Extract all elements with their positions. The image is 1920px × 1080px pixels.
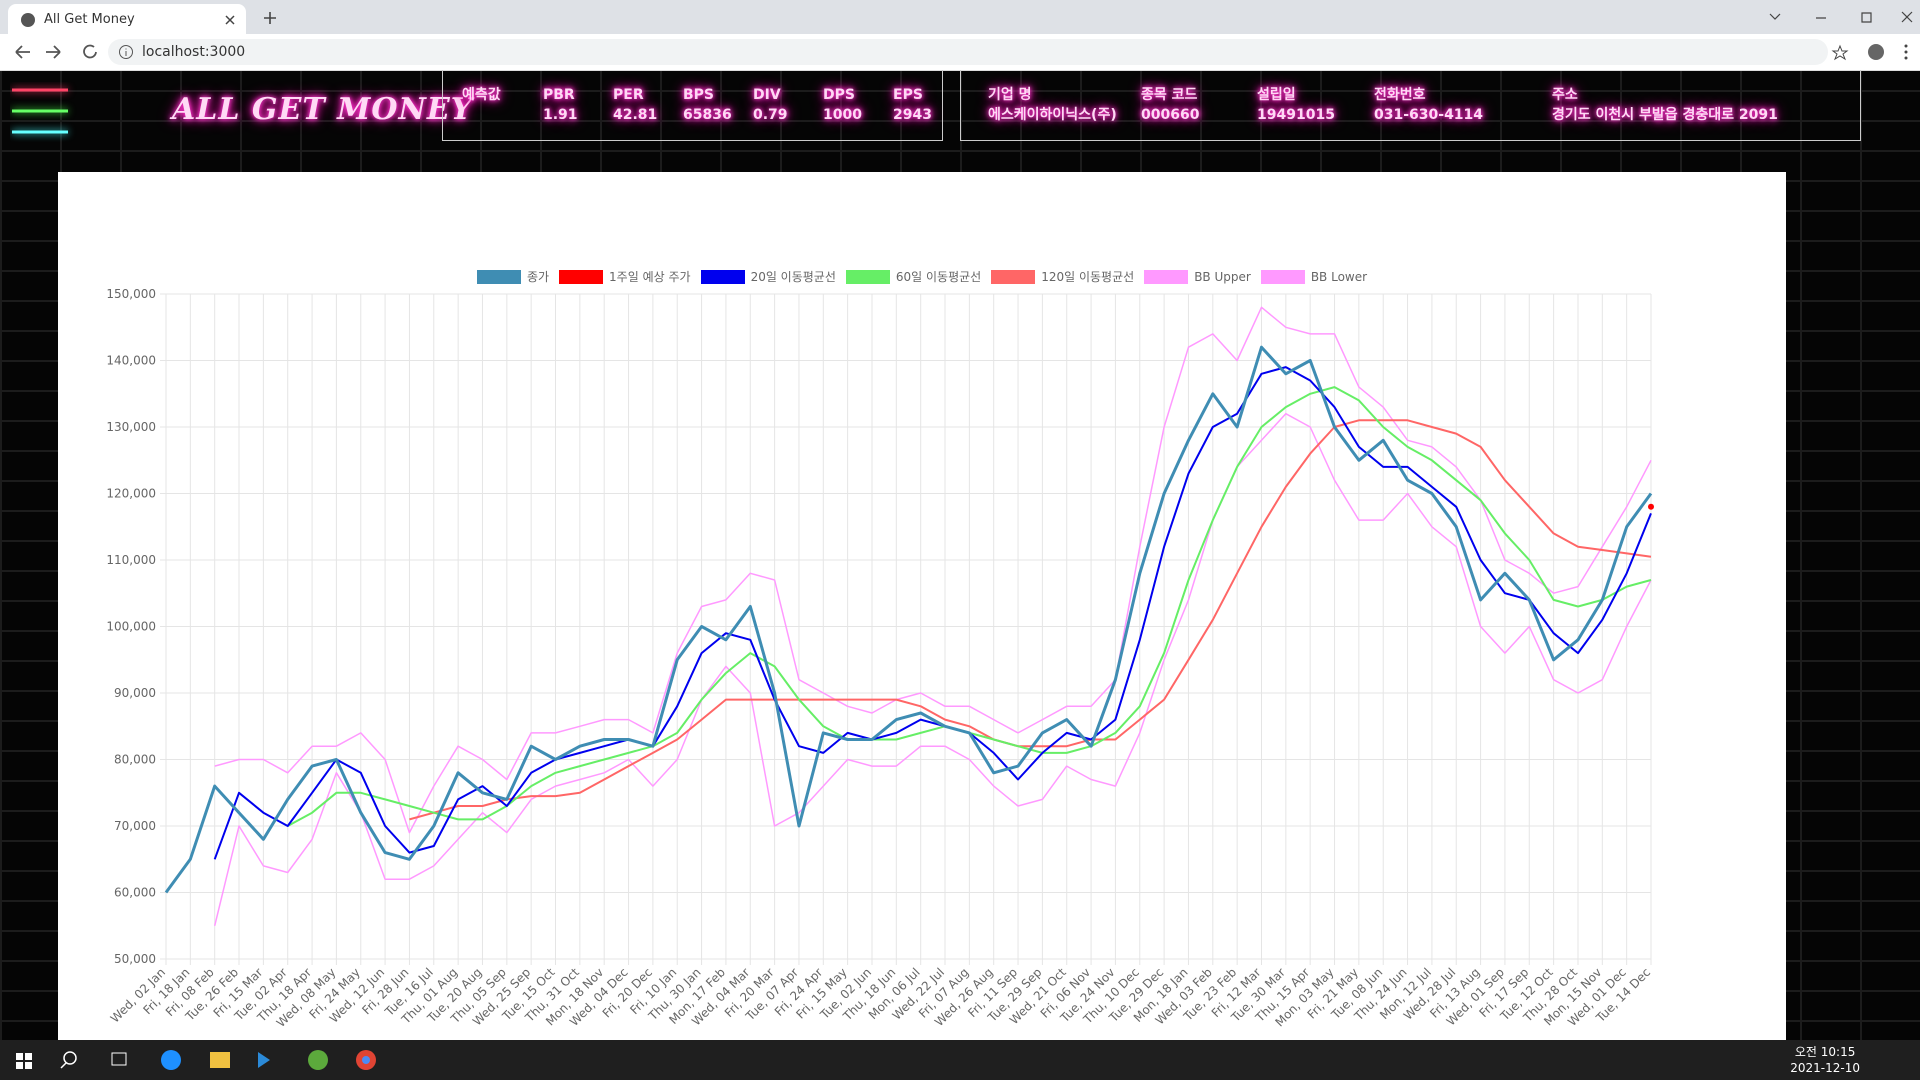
metric-value: 1.91 [543,107,578,123]
legend-label: 120일 이동평균선 [1041,270,1135,284]
legend-item: 종가 [476,268,550,285]
company-label: 종목 코드 [1141,87,1198,103]
metrics-label: 예측값 [462,87,501,103]
y-tick-label: 80,000 [114,753,156,767]
url-text: localhost:3000 [142,44,246,60]
taskbar-icons[interactable] [0,1040,400,1080]
new-tab[interactable] [262,10,278,26]
company-value: 19491015 [1257,107,1335,123]
legend-item: 60일 이동평균선 [845,268,982,285]
legend-item: 20일 이동평균선 [700,268,836,285]
metric-value: 42.81 [613,107,658,123]
company-label: 설립일 [1257,87,1296,103]
browser-actions[interactable] [1826,34,1916,70]
legend-item: BB Lower [1260,268,1368,285]
metric-value: 0.79 [753,107,788,123]
legend-swatch [845,269,890,284]
date: 2021-12-10 [1790,1061,1860,1075]
legend-label: 1주일 예상 주가 [609,270,691,284]
series-line [214,306,1652,834]
metric-name: EPS [893,87,923,103]
company-value: 031-630-4114 [1374,107,1484,123]
legend-swatch [1144,269,1189,284]
logo: ALL GET MONEY [172,92,474,127]
metric-name: BPS [683,87,715,103]
legend-swatch [1260,269,1305,284]
legend-item: 120일 이동평균선 [991,268,1134,285]
tab[interactable]: All Get Money [8,4,246,34]
y-tick-label: 60,000 [114,886,156,900]
legend-swatch [700,269,745,284]
legend-item: 1주일 예상 주가 [559,268,691,285]
y-tick-label: 70,000 [114,819,156,833]
chart-panel: 종가 1주일 예상 주가 20일 이동평균선 60일 이동평균선 120일 이동평균선 B… [58,172,1786,1040]
series-line [213,412,1652,926]
series-line [409,419,1652,821]
metric-name: DPS [823,87,855,103]
y-tick-label: 110,000 [106,553,156,567]
legend-item: BB Upper [1144,268,1251,285]
company-value: 경기도 이천시 부발읍 경충대로 2091 [1552,107,1778,123]
metric-value: 2943 [893,107,932,123]
address-bar: localhost:3000 [0,34,1920,71]
info-icon [119,45,133,59]
metric-value: 65836 [683,107,732,123]
y-tick-label: 50,000 [114,952,156,966]
metrics-box: 예측값 PBR 1.91 PER 42.81 BPS 65836 DIV 0.79 DPS 100… [442,70,943,141]
legend-swatch [991,269,1036,284]
metric-name: PBR [543,87,575,103]
series-line [213,366,1652,860]
window-controls[interactable] [1760,8,1920,28]
tab-strip: All Get Money [0,0,1920,34]
company-label: 전화번호 [1374,87,1426,103]
tab-title: All Get Money [44,12,135,27]
legend-label: BB Upper [1194,269,1251,284]
legend-label: 20일 이동평균선 [750,270,836,284]
company-value: 000660 [1141,107,1200,123]
clock: 오전 10:15 2021-12-10 [1790,1044,1860,1076]
time: 오전 10:15 [1794,1045,1856,1059]
y-tick-label: 100,000 [106,620,156,634]
metric-name: DIV [753,87,781,103]
y-tick-label: 140,000 [106,354,156,368]
menu-icon[interactable] [10,82,80,142]
nav-buttons[interactable] [8,34,108,70]
legend-swatch [476,269,521,284]
favicon [21,13,35,27]
taskbar: 오전 10:15 2021-12-10 [0,1040,1920,1080]
y-tick-label: 130,000 [106,420,156,434]
metric-name: PER [613,87,644,103]
company-value: 에스케이하이닉스(주) [988,107,1117,123]
url-field[interactable]: localhost:3000 [108,39,1828,65]
legend-label: 60일 이동평균선 [895,270,982,284]
tab-close[interactable] [224,14,236,26]
chart: 50,000 60,000 70,000 80,000 90,000 100,000 110… [106,287,1654,1030]
y-tick-label: 90,000 [114,686,156,700]
company-label: 주소 [1552,87,1578,103]
company-label: 기업 명 [988,87,1032,103]
legend-swatch [559,269,604,284]
series-line [164,345,1653,894]
y-tick-label: 150,000 [106,287,156,301]
legend-label: 종가 [526,270,550,284]
metric-value: 1000 [823,107,862,123]
legend-label: BB Lower [1310,269,1368,284]
y-tick-label: 120,000 [106,487,156,501]
point [1648,503,1654,510]
legend: 종가 1주일 예상 주가 20일 이동평균선 60일 이동평균선 120일 이동평균선 B… [58,268,1786,285]
